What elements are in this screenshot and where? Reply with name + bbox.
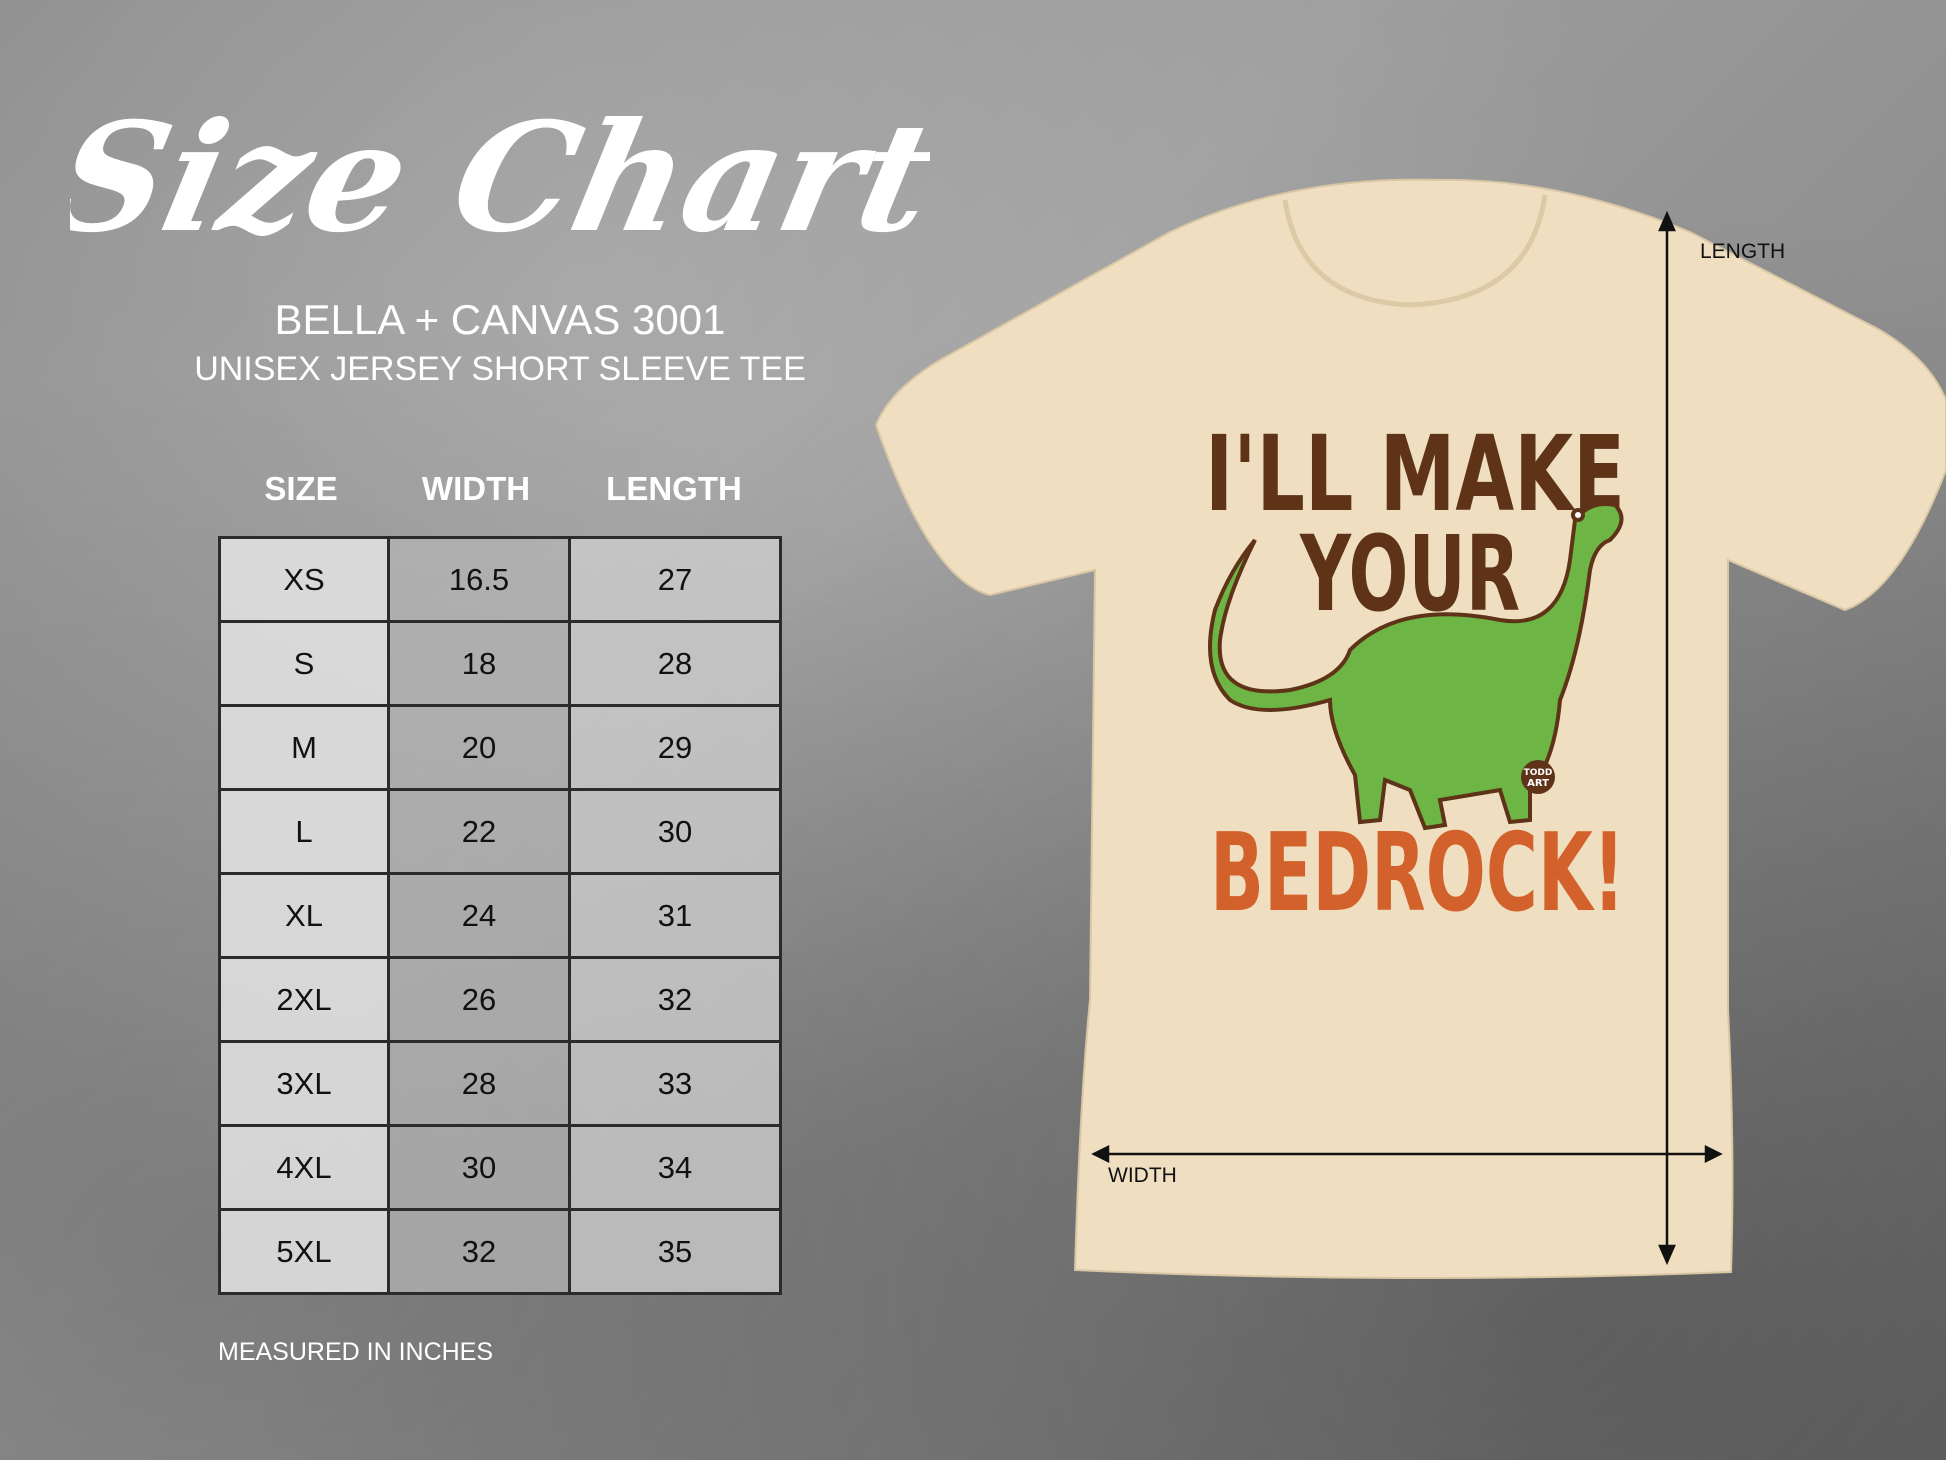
width-cell: 22 [387, 788, 571, 875]
header-length: LENGTH [606, 470, 742, 507]
table-row: 3XL 28 33 [218, 1040, 782, 1127]
width-cell: 30 [387, 1124, 571, 1211]
width-cell: 18 [387, 620, 571, 707]
table-row: XL 24 31 [218, 872, 782, 959]
svg-text:Size Chart: Size Chart [70, 90, 930, 266]
width-cell: 28 [387, 1040, 571, 1127]
size-cell: 4XL [218, 1124, 390, 1211]
design-line-3: BEDROCK! [1210, 811, 1625, 936]
dinosaur-graphic [1208, 502, 1624, 831]
brand-name: BELLA + CANVAS 3001 [274, 296, 726, 343]
header-width: WIDTH [421, 470, 531, 507]
product-subtitle: UNISEX JERSEY SHORT SLEEVE TEE [194, 350, 806, 388]
size-cell: 3XL [218, 1040, 390, 1127]
length-arrow [1658, 210, 1676, 1266]
header-size: SIZE [264, 470, 338, 507]
size-cell: XS [218, 536, 390, 623]
width-cell: 20 [387, 704, 571, 791]
length-cell: 27 [568, 536, 782, 623]
size-cell: 5XL [218, 1208, 390, 1295]
table-row: M 20 29 [218, 704, 782, 791]
size-chart-title: Size Chart [70, 90, 930, 266]
length-cell: 32 [568, 956, 782, 1043]
table-row: 5XL 32 35 [218, 1208, 782, 1295]
length-cell: 29 [568, 704, 782, 791]
length-label: LENGTH [1700, 240, 1785, 263]
measurement-note: MEASURED IN INCHES [218, 1338, 494, 1366]
width-cell: 32 [387, 1208, 571, 1295]
length-cell: 31 [568, 872, 782, 959]
width-arrow [1091, 1144, 1723, 1164]
table-row: L 22 30 [218, 788, 782, 875]
design-line-1: I'LL MAKE [1205, 413, 1625, 535]
width-cell: 16.5 [387, 536, 571, 623]
size-cell: S [218, 620, 390, 707]
size-cell: L [218, 788, 390, 875]
width-cell: 24 [387, 872, 571, 959]
svg-text:ART: ART [1527, 778, 1549, 789]
length-cell: 33 [568, 1040, 782, 1127]
size-cell: 2XL [218, 956, 390, 1043]
tshirt-collar [1282, 194, 1548, 308]
todd-art-logo: TODD ART [1521, 760, 1555, 794]
design-line-2: YOUR [1299, 513, 1520, 635]
svg-text:TODD: TODD [1524, 768, 1553, 778]
size-cell: M [218, 704, 390, 791]
table-row: 2XL 26 32 [218, 956, 782, 1043]
table-row: XS 16.5 27 [218, 536, 782, 623]
size-cell: XL [218, 872, 390, 959]
length-cell: 30 [568, 788, 782, 875]
width-label: WIDTH [1108, 1164, 1177, 1187]
length-cell: 28 [568, 620, 782, 707]
table-row: S 18 28 [218, 620, 782, 707]
size-table: XS 16.5 27 S 18 28 M 20 29 L 22 30 XL 24 31 2XL 26 32 3XL 2… [218, 536, 782, 1295]
table-row: 4XL 30 34 [218, 1124, 782, 1211]
width-cell: 26 [387, 956, 571, 1043]
length-cell: 34 [568, 1124, 782, 1211]
length-cell: 35 [568, 1208, 782, 1295]
